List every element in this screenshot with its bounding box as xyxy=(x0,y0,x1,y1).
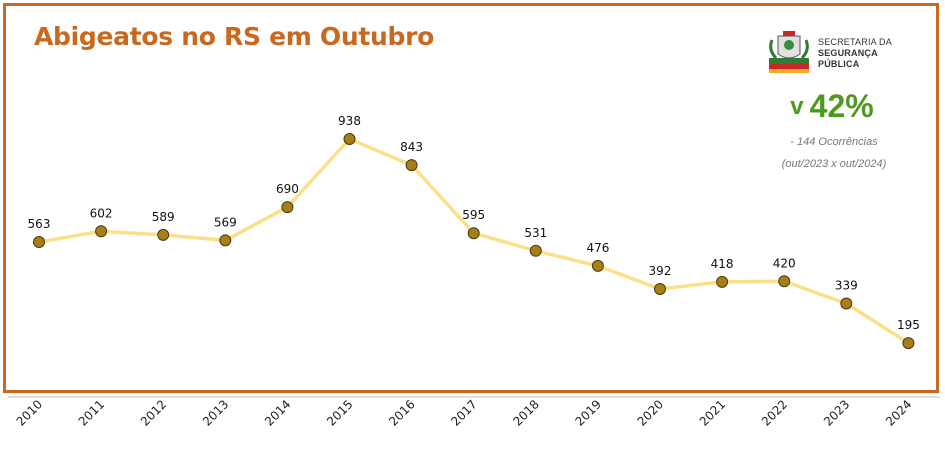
kpi-occurrences: - 144 Ocorrências xyxy=(790,136,878,148)
x-tick-label: 2015 xyxy=(324,397,355,428)
chart-title: Abigeatos no RS em Outubro xyxy=(34,22,434,51)
x-tick-label: 2024 xyxy=(883,397,914,428)
data-point xyxy=(529,244,542,257)
org-name: SECRETARIA DA SEGURANÇA PÚBLICA xyxy=(818,37,892,70)
x-tick-label: 2022 xyxy=(759,397,790,428)
data-point xyxy=(281,201,294,214)
data-label: 602 xyxy=(90,206,113,220)
x-tick-label: 2020 xyxy=(635,397,666,428)
x-tick-label: 2014 xyxy=(262,397,293,428)
data-point xyxy=(95,225,108,238)
data-label: 418 xyxy=(711,257,734,271)
down-arrow-icon: v xyxy=(790,93,804,120)
x-tick-label: 2012 xyxy=(138,397,169,428)
kpi-percent: 42% xyxy=(809,88,874,124)
data-label: 595 xyxy=(462,208,485,222)
data-point xyxy=(716,275,729,288)
kpi-comparison: (out/2023 x out/2024) xyxy=(781,158,887,170)
org-name-line1: SECRETARIA DA xyxy=(818,37,892,47)
data-label: 569 xyxy=(214,215,237,229)
x-tick-label: 2011 xyxy=(76,397,107,428)
org-logo: SECRETARIA DA SEGURANÇA PÚBLICA xyxy=(766,30,896,74)
x-tick-label: 2013 xyxy=(200,397,231,428)
series-line xyxy=(33,133,915,350)
data-label: 690 xyxy=(276,182,299,196)
data-point xyxy=(654,282,666,295)
data-point xyxy=(840,297,853,310)
series-path xyxy=(37,137,911,345)
x-tick-label: 2023 xyxy=(821,397,852,428)
x-tick-label: 2010 xyxy=(14,397,45,428)
data-point xyxy=(405,159,418,172)
org-name-line3: PÚBLICA xyxy=(818,59,860,69)
x-tick-label: 2017 xyxy=(448,397,479,428)
data-label: 531 xyxy=(524,226,547,240)
data-label: 420 xyxy=(773,256,796,270)
org-name-line2: SEGURANÇA xyxy=(818,48,878,58)
x-tick-label: 2021 xyxy=(697,397,728,428)
data-label: 339 xyxy=(835,279,858,293)
data-point xyxy=(219,234,232,247)
data-point xyxy=(902,337,915,350)
data-point xyxy=(591,259,604,272)
data-point xyxy=(343,133,356,145)
x-tick-label: 2018 xyxy=(510,397,541,428)
data-label: 843 xyxy=(400,140,423,154)
data-label: 938 xyxy=(338,114,361,128)
x-tick-label: 2016 xyxy=(386,397,417,428)
crest-icon xyxy=(769,31,809,73)
data-labels: 563 602 589 569 690 938 843 595 531 476 392 418 420 3… xyxy=(28,114,920,332)
data-label: 392 xyxy=(649,264,672,278)
x-axis: 2010 2011 2012 2013 2014 2015 2016 2017 2018 2019… xyxy=(8,396,940,429)
x-tick-label: 2019 xyxy=(573,397,604,428)
data-label: 195 xyxy=(897,318,920,332)
data-label: 589 xyxy=(152,210,175,224)
data-label: 476 xyxy=(586,241,609,255)
kpi-change: v 42% xyxy=(772,88,892,125)
data-point xyxy=(467,227,480,240)
data-point xyxy=(33,236,45,248)
data-label: 563 xyxy=(28,217,51,231)
data-point xyxy=(778,275,791,288)
data-point xyxy=(157,228,170,241)
